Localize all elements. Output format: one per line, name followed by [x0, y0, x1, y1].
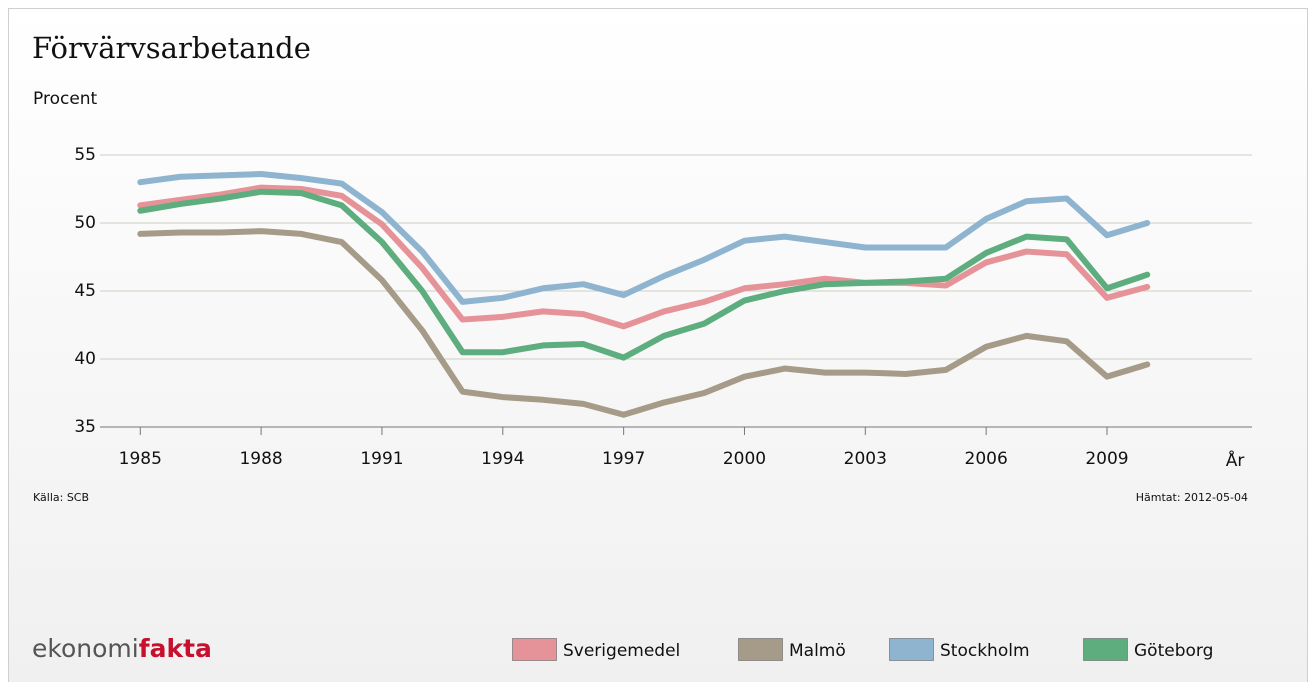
frame [8, 8, 1308, 682]
legend-label: Malmö [789, 641, 846, 661]
chart-title: Förvärvsarbetande [32, 31, 311, 65]
x-tick-label: 2006 [965, 449, 1008, 469]
subtitle: Procent [33, 89, 98, 109]
x-tick-label: 1985 [119, 449, 162, 469]
x-axis-label: År [1226, 449, 1245, 471]
legend-label: Göteborg [1134, 641, 1213, 661]
y-tick-label: 45 [74, 281, 96, 301]
series-line [137, 228, 1151, 418]
y-tick-label: 55 [74, 145, 96, 165]
logo-suffix: fakta [139, 634, 212, 663]
x-tick-label: 2003 [844, 449, 887, 469]
logo-prefix: ekonomi [32, 634, 139, 663]
legend-item: Stockholm [889, 638, 1030, 661]
x-tick-label: 1988 [239, 449, 282, 469]
x-tick-label: 2000 [723, 449, 766, 469]
legend-item: Sverigemedel [512, 638, 680, 661]
legend-label: Sverigemedel [563, 641, 680, 661]
legend-swatch [738, 638, 783, 661]
y-tick-label: 35 [74, 417, 96, 437]
series-line [137, 188, 1151, 361]
series-line [137, 171, 1151, 305]
x-tick-label: 1997 [602, 449, 645, 469]
x-tick-label: 1994 [481, 449, 524, 469]
source: Källa: SCB [33, 491, 89, 504]
y-tick-label: 40 [74, 349, 96, 369]
legend-swatch [889, 638, 934, 661]
legend-swatch [512, 638, 557, 661]
retrieved: Hämtat: 2012-05-04 [1136, 491, 1248, 504]
legend-item: Malmö [738, 638, 846, 661]
series-line [137, 184, 1151, 330]
legend-item: Göteborg [1083, 638, 1213, 661]
x-tick-label: 2009 [1085, 449, 1128, 469]
legend-label: Stockholm [940, 641, 1030, 661]
legend-swatch [1083, 638, 1128, 661]
x-tick-label: 1991 [360, 449, 403, 469]
logo: ekonomifakta [32, 634, 212, 663]
y-tick-label: 50 [74, 213, 96, 233]
